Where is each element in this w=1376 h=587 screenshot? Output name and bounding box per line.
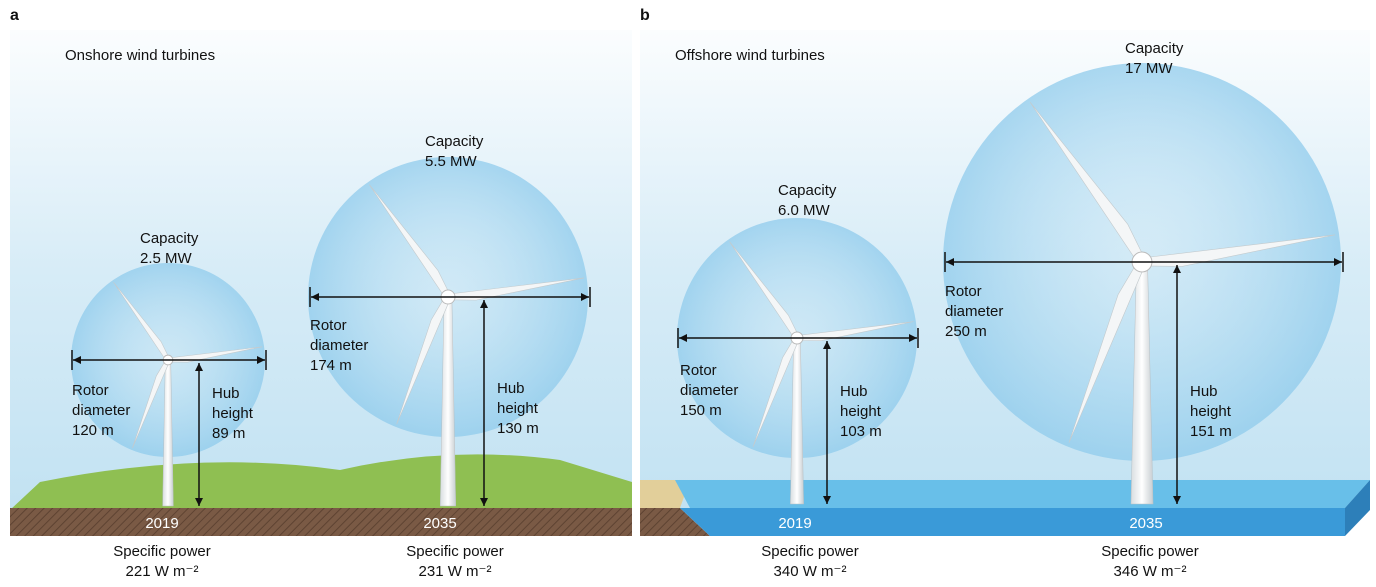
specific-power: Specific power [1101,543,1199,560]
label: Rotor [310,317,347,334]
specific-power: Specific power [761,543,859,560]
arrowhead [946,258,954,266]
label: height [1190,403,1232,420]
label: Rotor [945,283,982,300]
label: 250 m [945,323,987,340]
label: Capacity [140,230,199,247]
label: diameter [680,382,738,399]
sea-side [1345,480,1370,536]
label: 5.5 MW [425,153,478,170]
specific-power: Specific power [406,543,504,560]
year: 2019 [145,515,178,532]
specific-power: Specific power [113,543,211,560]
arrowhead [581,293,589,301]
label: 89 m [212,425,245,442]
label: height [840,403,882,420]
soil [10,508,632,536]
label: Hub [840,383,868,400]
arrowhead [195,363,203,371]
specific-power: 346 W m⁻² [1114,563,1187,580]
year: 2035 [423,515,456,532]
label: height [497,400,539,417]
arrowhead [257,356,265,364]
panel-title: Offshore wind turbines [675,47,825,64]
label: 2.5 MW [140,250,193,267]
arrowhead [823,341,831,349]
label: 120 m [72,422,114,439]
arrowhead [823,496,831,504]
label: Capacity [1125,40,1184,57]
arrowhead [1334,258,1342,266]
label: Hub [212,385,240,402]
label: diameter [310,337,368,354]
label: height [212,405,254,422]
arrowhead [195,498,203,506]
panel-label: a [10,7,19,24]
label: Capacity [778,182,837,199]
arrowhead [1173,265,1181,273]
arrowhead [679,334,687,342]
arrowhead [1173,496,1181,504]
sea-surface [675,480,1370,508]
year: 2035 [1129,515,1162,532]
sea [680,508,1345,536]
panel-label: b [640,7,650,24]
specific-power: 340 W m⁻² [774,563,847,580]
label: 17 MW [1125,60,1173,77]
label: Rotor [680,362,717,379]
label: Hub [497,380,525,397]
arrowhead [480,300,488,308]
beach [640,480,690,508]
label: 150 m [680,402,722,419]
label: Capacity [425,133,484,150]
label: Rotor [72,382,109,399]
seabed [640,508,710,536]
arrowhead [311,293,319,301]
arrowhead [480,498,488,506]
specific-power: 221 W m⁻² [126,563,199,580]
specific-power: 231 W m⁻² [419,563,492,580]
year: 2019 [778,515,811,532]
label: Hub [1190,383,1218,400]
label: 151 m [1190,423,1232,440]
label: diameter [72,402,130,419]
label: 130 m [497,420,539,437]
panel-title: Onshore wind turbines [65,47,215,64]
label: 6.0 MW [778,202,831,219]
arrowhead [909,334,917,342]
label: 174 m [310,357,352,374]
label: diameter [945,303,1003,320]
label: 103 m [840,423,882,440]
arrowhead [73,356,81,364]
